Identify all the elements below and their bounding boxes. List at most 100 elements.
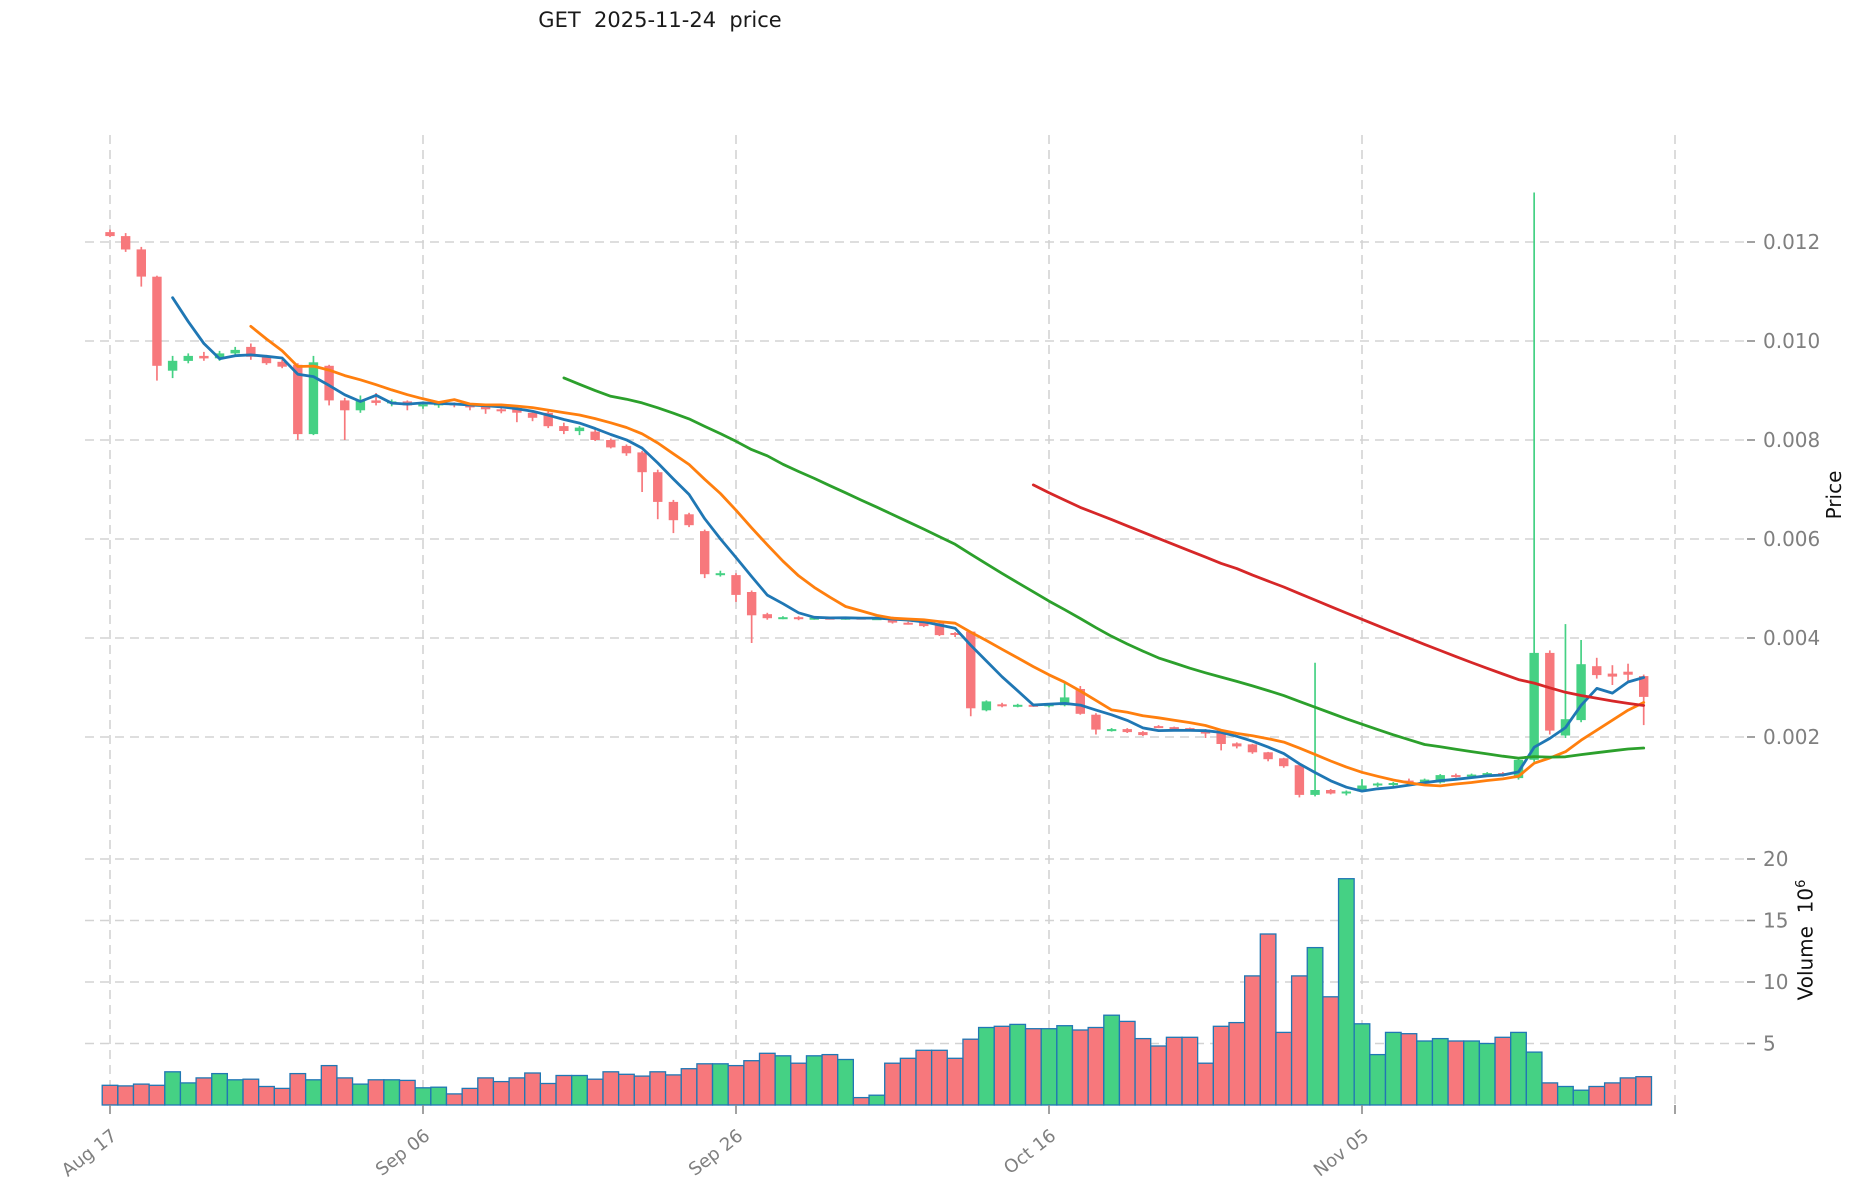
volume-bar [148,1084,166,1106]
candle-body [136,249,146,277]
volume-bar [477,1077,495,1106]
candle-body [1513,759,1524,779]
volume-bar [1369,1053,1387,1106]
volume-tick-label: 5 [1763,1032,1776,1056]
volume-bar [1009,1023,1027,1106]
price-axis-labels: 0.002 0.004 0.006 0.008 0.010 0.012 [1747,230,1820,749]
volume-axis-labels: 5 10 15 20 [1747,847,1788,1056]
volume-bar [993,1025,1011,1106]
candle-body [1341,791,1352,794]
volume-bar [680,1068,698,1106]
volume-bar [821,1053,839,1106]
candle-body [1576,664,1586,721]
candle-body [1482,773,1492,776]
candle-body [668,501,679,521]
price-tick-label: 0.008 [1763,428,1820,452]
price-tick-label: 0.012 [1763,230,1820,254]
candle-body [1607,673,1618,677]
candle-body [981,701,992,711]
volume-bar [164,1071,182,1106]
volume-bar [774,1055,792,1106]
volume-bar [1510,1031,1527,1106]
candle-body [480,406,491,410]
volume-bar [1572,1089,1590,1106]
volume-bar [884,1062,901,1106]
candle-body [512,407,522,413]
volume-bar [1384,1031,1402,1106]
volume-bar [1337,878,1355,1106]
candle-body [1326,790,1336,794]
candle-body [418,404,428,407]
volume-bar [1478,1042,1496,1106]
candle-body [371,400,381,403]
volume-bar [555,1074,573,1106]
candle-body [1435,775,1445,783]
x-tick-label: Oct 16 [1000,1125,1060,1178]
volume-bar [195,1077,213,1106]
candle-body [1153,726,1164,729]
candle-body [167,360,178,371]
candle-body [731,575,741,595]
volume-bar [1197,1062,1214,1106]
ma-line-ma30 [562,376,1646,760]
candle-body [715,573,726,576]
volume-bar [727,1064,745,1106]
volume-bar [696,1063,714,1106]
volume-bar [117,1085,135,1106]
price-tick-label: 0.002 [1763,725,1820,749]
candle-body [1263,752,1273,760]
candle-body [1466,774,1477,777]
volume-axis-title-text: Volume [1793,926,1818,1001]
volume-bar [977,1026,995,1106]
candle-body [1122,729,1132,733]
volume-bar [211,1072,229,1106]
volume-bar [1635,1076,1653,1106]
volume-bar [1181,1036,1199,1106]
volume-bar [1275,1031,1293,1106]
candle-body [261,356,272,364]
ma-line-ma10 [249,324,1646,788]
volume-bar [132,1083,150,1106]
candle-body [1169,727,1179,730]
candle-body [997,704,1007,707]
price-tick-label: 0.006 [1763,527,1820,551]
candle-body [1247,744,1258,753]
candle-body [527,412,538,418]
volume-axis-unit-base: 10 [1793,887,1818,914]
candle-body [1310,790,1320,795]
x-tick-label: Nov 05 [1310,1125,1373,1181]
volume-bar [304,1079,322,1106]
candle-body [653,472,663,502]
volume-bar [1040,1028,1058,1106]
candle-body [966,631,976,709]
candle-body [778,617,788,620]
candle-body [199,355,209,359]
volume-bar [602,1071,620,1106]
candle-body [793,617,804,620]
candle-body [1623,671,1633,675]
candle-body [277,361,287,367]
candle-body [700,531,710,575]
candle-body [590,431,600,440]
volume-tick-label: 15 [1763,909,1788,933]
candle-body [1639,676,1649,697]
candle-body [1106,729,1117,732]
ma-lines-layer [171,296,1646,793]
candle-body [230,349,240,354]
volume-bar [1541,1082,1559,1106]
volume-bar [852,1096,870,1106]
volume-bar [226,1079,244,1106]
ma-line-ma5 [171,296,1646,793]
volume-bar [524,1072,542,1106]
candle-body [1529,652,1539,760]
volume-bar [899,1057,917,1106]
candle-body [1388,783,1398,785]
candle-body [355,400,366,411]
volume-bar [273,1087,291,1106]
price-tick-label: 0.010 [1763,329,1820,353]
candle-body [1232,743,1242,747]
candle-body [105,232,115,237]
x-axis-labels: Aug 17 Sep 06 Sep 26 Oct 16 Nov 05 [58,1105,1676,1181]
volume-bar [1165,1036,1183,1106]
volume-bar [837,1058,855,1106]
